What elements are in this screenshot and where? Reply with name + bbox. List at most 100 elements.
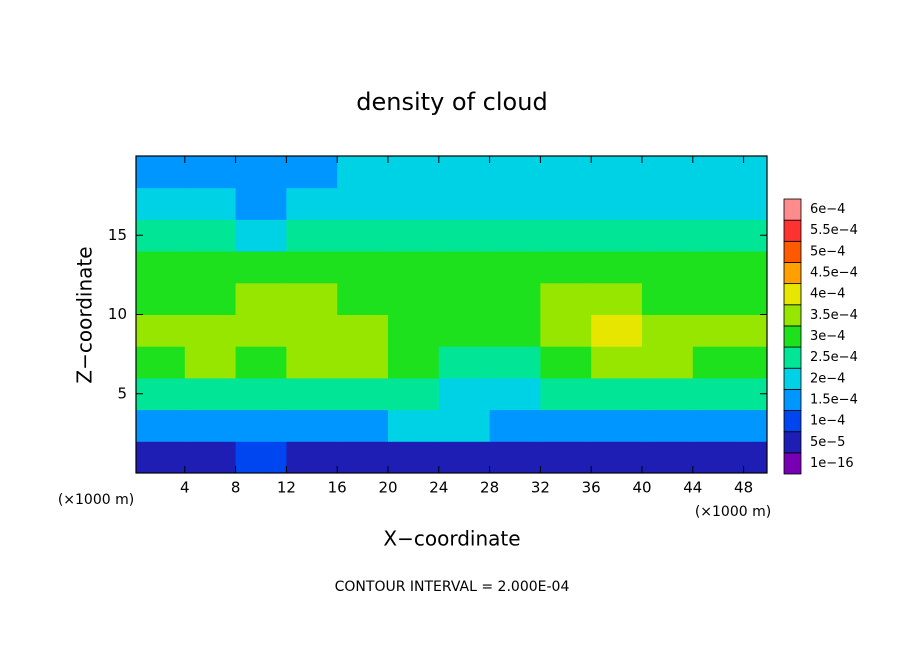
field-cell xyxy=(692,314,745,347)
field-cell xyxy=(540,219,592,252)
field-cell xyxy=(388,187,440,220)
field-cell xyxy=(286,441,338,473)
field-cell xyxy=(591,409,643,442)
field-cell xyxy=(337,346,389,379)
colorbar-box xyxy=(783,304,802,327)
field-cell xyxy=(743,251,767,284)
field-cell xyxy=(591,251,643,284)
field-cell xyxy=(489,282,541,315)
field-cell xyxy=(692,187,745,220)
colorbar-label: 6e−4 xyxy=(810,202,845,217)
field-cell xyxy=(438,409,491,442)
colorbar-box xyxy=(783,431,802,454)
field-cell xyxy=(184,219,237,252)
field-cell xyxy=(235,409,287,442)
field-cell xyxy=(286,346,338,379)
field-cell xyxy=(642,314,694,347)
field-cell xyxy=(591,377,643,411)
field-cell xyxy=(337,314,389,347)
field-cell xyxy=(540,251,592,284)
field-cell xyxy=(136,346,186,379)
field-cell xyxy=(743,346,767,379)
field-cell xyxy=(591,346,643,379)
field-cell xyxy=(235,219,287,252)
colorbar-label: 1e−16 xyxy=(810,456,854,471)
colorbar-label: 2.5e−4 xyxy=(810,350,858,365)
x-tick-label: 8 xyxy=(231,479,241,497)
field xyxy=(136,156,767,473)
field-cell xyxy=(286,409,338,442)
footer-note: CONTOUR INTERVAL = 2.000E-04 xyxy=(335,579,570,595)
field-cell xyxy=(286,282,338,315)
colorbar-box xyxy=(783,240,802,263)
x-unit: (×1000 m) xyxy=(695,504,771,520)
field-cell xyxy=(388,282,440,315)
colorbar-box xyxy=(783,410,802,433)
field-cell xyxy=(337,219,389,252)
field-cell xyxy=(286,156,338,189)
field-cell xyxy=(692,346,745,379)
field-cell xyxy=(591,156,643,189)
field-cell xyxy=(184,441,237,473)
field-cell xyxy=(692,156,745,189)
field-cell xyxy=(540,187,592,220)
x-tick-label: 20 xyxy=(378,479,397,497)
field-cell xyxy=(337,251,389,284)
x-tick-label: 48 xyxy=(734,479,753,497)
colorbar-box xyxy=(783,283,802,306)
y-tick-label: 5 xyxy=(117,384,127,402)
field-cell xyxy=(591,187,643,220)
field-cell xyxy=(388,409,440,442)
field-cell xyxy=(438,441,491,473)
colorbar-box xyxy=(783,452,802,475)
field-cell xyxy=(438,156,491,189)
colorbar-box xyxy=(783,219,802,242)
field-cell xyxy=(388,251,440,284)
colorbar-label: 3e−4 xyxy=(810,329,845,344)
chart-title: density of cloud xyxy=(356,88,547,116)
x-tick-label: 12 xyxy=(277,479,296,497)
field-cell xyxy=(235,441,287,473)
colorbar-label: 5e−4 xyxy=(810,244,845,259)
field-cell xyxy=(337,282,389,315)
field-cell xyxy=(540,346,592,379)
colorbar-box xyxy=(783,388,802,411)
colorbar-label: 1.5e−4 xyxy=(810,392,858,407)
x-tick-label: 4 xyxy=(180,479,190,497)
field-cell xyxy=(388,156,440,189)
field-cell xyxy=(642,187,694,220)
field-cell xyxy=(743,156,767,189)
field-cell xyxy=(184,282,237,315)
field-cell xyxy=(388,377,440,411)
field-cell xyxy=(591,314,643,347)
field-cell xyxy=(489,377,541,411)
colorbar-box xyxy=(783,325,802,348)
colorbar-box xyxy=(783,198,802,221)
field-cell xyxy=(337,377,389,411)
field-cell xyxy=(136,251,186,284)
field-cell xyxy=(692,441,745,473)
field-cell xyxy=(540,409,592,442)
field-cell xyxy=(438,346,491,379)
field-cell xyxy=(489,409,541,442)
field-cell xyxy=(136,156,186,189)
colorbar-label: 5e−5 xyxy=(810,435,845,450)
field-cell xyxy=(388,346,440,379)
field-cell xyxy=(489,314,541,347)
field-cell xyxy=(286,251,338,284)
field-cell xyxy=(438,219,491,252)
field-cell xyxy=(136,282,186,315)
field-cell xyxy=(642,251,694,284)
field-cell xyxy=(743,282,767,315)
colorbar-label: 2e−4 xyxy=(810,371,845,386)
field-cell xyxy=(642,282,694,315)
field-cell xyxy=(184,346,237,379)
colorbar-label: 5.5e−4 xyxy=(810,223,858,238)
field-cell xyxy=(489,156,541,189)
field-cell xyxy=(184,187,237,220)
colorbar-box xyxy=(783,346,802,369)
field-cell xyxy=(136,314,186,347)
field-cell xyxy=(642,377,694,411)
field-cell xyxy=(136,441,186,473)
